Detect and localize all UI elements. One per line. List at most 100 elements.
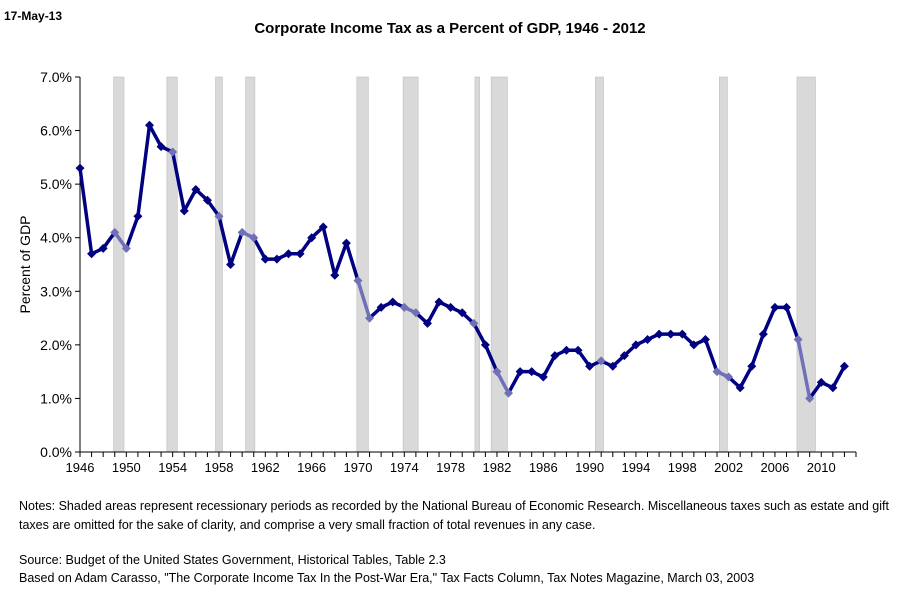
series-line-segment: [124, 214, 140, 251]
x-tick-label: 1974: [390, 460, 419, 475]
x-tick-label: 2002: [714, 460, 743, 475]
x-tick-label: 1970: [344, 460, 373, 475]
recession-band-8: [595, 76, 604, 453]
data-point: [550, 351, 560, 361]
series-line-segment: [251, 235, 268, 261]
data-point: [469, 318, 479, 328]
series-line-segment: [541, 353, 557, 379]
data-point: [411, 308, 421, 318]
data-point: [457, 308, 467, 318]
recession-band-9: [719, 76, 728, 453]
data-point: [805, 393, 815, 403]
data-point: [631, 340, 641, 350]
data-point: [318, 222, 328, 232]
series-line-segment: [425, 300, 441, 326]
series-line-segment: [333, 241, 349, 277]
data-point: [666, 329, 676, 339]
data-point: [816, 377, 826, 387]
data-point: [249, 233, 259, 243]
series-line-segment: [101, 230, 117, 251]
data-point: [758, 329, 768, 339]
x-tick-label: 1958: [205, 460, 234, 475]
data-point: [156, 142, 166, 152]
data-point: [608, 361, 618, 371]
data-point: [504, 388, 514, 398]
y-tick-label: 7.0%: [40, 69, 72, 85]
series-line-segment: [344, 241, 360, 283]
data-point: [168, 147, 178, 157]
date-label: 17-May-13: [4, 9, 63, 23]
data-point: [341, 238, 351, 248]
recession-band-3: [245, 76, 256, 453]
x-tick-label: 2006: [760, 460, 789, 475]
data-point: [573, 345, 583, 355]
recession-band-2: [215, 76, 223, 453]
series-line-segment: [112, 230, 129, 251]
data-point: [330, 270, 340, 280]
y-tick-label: 4.0%: [40, 230, 72, 246]
series-line-segment: [750, 332, 766, 369]
data-point: [492, 367, 502, 377]
data-point: [515, 367, 525, 377]
data-point: [75, 163, 85, 173]
data-point: [353, 276, 363, 286]
recession-band-4: [356, 76, 369, 453]
data-point: [677, 329, 687, 339]
series-line-segment: [506, 369, 522, 395]
series-line-segment: [576, 348, 592, 369]
y-tick-label: 0.0%: [40, 444, 72, 460]
data-point: [399, 302, 409, 312]
data-point: [179, 206, 189, 216]
data-point: [260, 254, 270, 264]
series-line-segment: [78, 166, 94, 256]
series-line-segment: [703, 337, 719, 374]
data-point: [828, 383, 838, 393]
data-point: [770, 302, 780, 312]
series-line-segment: [321, 225, 337, 277]
data-point: [839, 361, 849, 371]
series-line-segment: [738, 364, 754, 390]
series-line-segment: [495, 369, 511, 395]
recession-band-7: [490, 76, 508, 453]
data-point: [538, 372, 548, 382]
series-line-segment: [136, 123, 152, 219]
x-tick-label: 1990: [575, 460, 604, 475]
source-line-1: Source: Budget of the United States Gove…: [19, 553, 446, 567]
data-point: [689, 340, 699, 350]
data-point: [191, 185, 201, 194]
y-axis-label: Percent of GDP: [17, 215, 33, 313]
recession-band-5: [402, 76, 419, 453]
series-line-segment: [228, 230, 244, 267]
y-tick-label: 1.0%: [40, 390, 72, 406]
source-line-2: Based on Adam Carasso, "The Corporate In…: [19, 571, 755, 585]
series-line-segment: [147, 123, 163, 149]
series-line-segment: [356, 278, 372, 320]
data-point: [596, 356, 606, 366]
x-tick-label: 1950: [112, 460, 141, 475]
chart-notes: Notes: Shaded areas represent recessiona…: [19, 499, 889, 532]
series-line-segment: [761, 305, 777, 336]
x-tick-label: 1978: [436, 460, 465, 475]
series-line-segment: [217, 214, 233, 267]
series-line-segment: [807, 380, 824, 401]
x-tick-label: 1962: [251, 460, 280, 475]
data-point: [735, 383, 745, 393]
y-tick-label: 5.0%: [40, 176, 72, 192]
data-point: [295, 249, 305, 259]
data-point: [283, 249, 293, 259]
data-point: [422, 318, 432, 328]
series-line-segment: [483, 343, 499, 374]
x-tick-label: 1954: [158, 460, 187, 475]
data-point: [712, 367, 722, 377]
data-point: [782, 302, 792, 312]
x-tick-label: 1946: [66, 460, 95, 475]
data-point: [87, 249, 97, 259]
recession-band-6: [474, 76, 480, 453]
data-point: [226, 260, 236, 269]
data-point: [376, 302, 386, 312]
series-line-segment: [170, 150, 186, 213]
x-tick-label: 1966: [297, 460, 326, 475]
data-point: [700, 335, 710, 344]
data-point: [480, 340, 490, 350]
